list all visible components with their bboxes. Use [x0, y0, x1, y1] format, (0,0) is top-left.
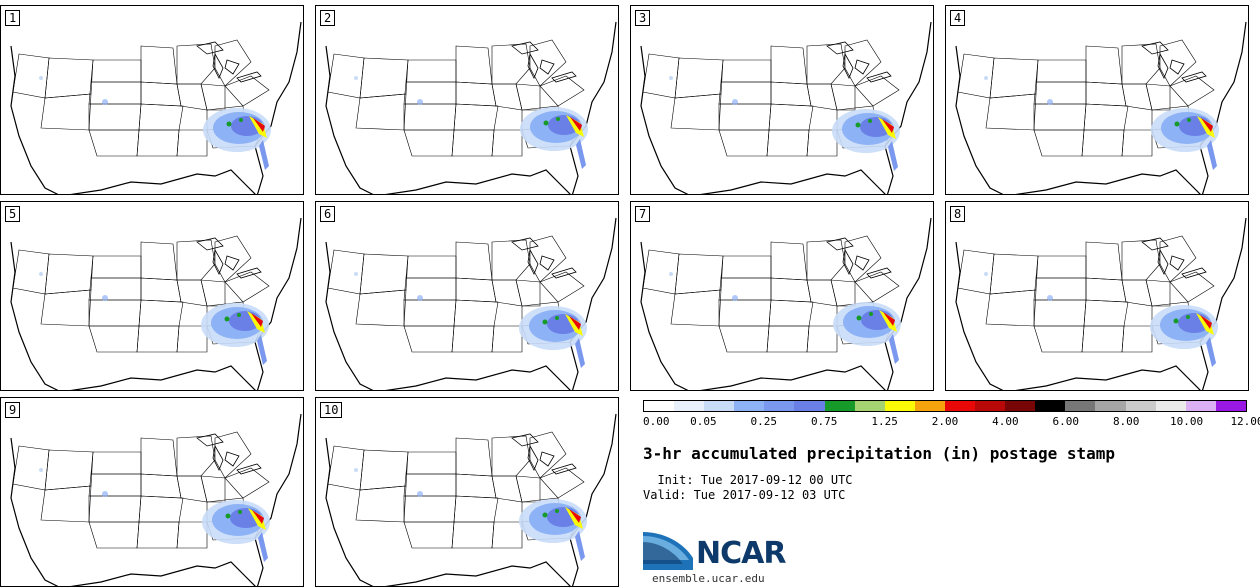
- colorbar-swatch: [1215, 401, 1246, 411]
- colorbar-tick-label: 1.25: [871, 415, 898, 428]
- colorbar-tick-label: 2.00: [931, 415, 959, 428]
- colorbar-swatch: [1155, 401, 1186, 411]
- precip-field: [984, 76, 1219, 170]
- precip-field: [354, 76, 588, 169]
- colorbar-swatch: [1035, 401, 1066, 411]
- colorbar-swatch: [674, 401, 705, 411]
- panel-number-label: 4: [950, 10, 966, 26]
- colorbar-tick-label: 0.05: [690, 415, 717, 428]
- precip-field: [354, 468, 587, 561]
- colorbar-tick-label: 10.00: [1170, 415, 1204, 428]
- panel-number-label: 10: [320, 402, 343, 418]
- precip-field: [669, 76, 900, 171]
- precip-field: [354, 272, 587, 368]
- panel-number-label: 5: [5, 206, 21, 222]
- colorbar-swatch: [794, 401, 825, 411]
- colorbar-tick-label: 4.00: [992, 415, 1019, 428]
- us-precip-map: [325, 217, 617, 390]
- colorbar-tick-label: 0.25: [750, 415, 778, 428]
- precip-field: [39, 76, 271, 170]
- panel-number-label: 7: [635, 206, 651, 222]
- panel-number-label: 1: [5, 10, 21, 26]
- init-time: Init: Tue 2017-09-12 00 UTC: [643, 473, 853, 487]
- precip-field: [39, 272, 269, 365]
- colorbar-tick-label: 12.00: [1230, 415, 1260, 428]
- colorbar-tick-label: 6.00: [1052, 415, 1080, 428]
- ensemble-member-panel: 2: [315, 5, 619, 195]
- ncar-logo-icon: [643, 532, 693, 570]
- ensemble-member-panel: 5: [0, 201, 304, 391]
- panel-number-label: 2: [320, 10, 336, 26]
- ensemble-member-panel: 6: [315, 201, 619, 391]
- colorbar-swatch: [854, 401, 885, 411]
- colorbar-tick-label: 0.00: [643, 415, 670, 428]
- us-precip-map: [325, 21, 617, 194]
- colorbar-tick-label: 8.00: [1112, 415, 1140, 428]
- ensemble-member-panel: 1: [0, 5, 304, 195]
- logo-url: ensemble.ucar.edu: [652, 572, 765, 585]
- ensemble-member-panel: 10: [315, 397, 619, 587]
- panel-number-label: 9: [5, 402, 21, 418]
- ensemble-member-panel: 7: [630, 201, 934, 391]
- colorbar-tick-labels: 0.00 0.05 0.25 0.75 1.25 2.00 4.00 6.00 8.00 10.0…: [643, 415, 1260, 429]
- colorbar-swatch: [975, 401, 1006, 411]
- precip-field: [984, 272, 1218, 367]
- us-precip-map: [955, 217, 1247, 390]
- precip-field: [669, 272, 901, 364]
- us-precip-map: [640, 21, 932, 194]
- panel-number-label: 3: [635, 10, 651, 26]
- precip-field: [39, 468, 270, 562]
- colorbar-swatch: [914, 401, 945, 411]
- panel-number-label: 8: [950, 206, 966, 222]
- colorbar-swatch: [1185, 401, 1216, 411]
- colorbar-swatch: [824, 401, 855, 411]
- colorbar-swatch: [704, 401, 735, 411]
- colorbar-swatch: [644, 401, 675, 411]
- figure-title: 3-hr accumulated precipitation (in) post…: [643, 444, 1116, 463]
- ensemble-member-panel: 3: [630, 5, 934, 195]
- colorbar-swatch: [1095, 401, 1126, 411]
- colorbar-tick-label: 0.75: [810, 415, 838, 428]
- ncar-logo-text: NCAR: [696, 536, 786, 571]
- colorbar-swatch: [1125, 401, 1156, 411]
- us-precip-map: [10, 21, 302, 194]
- us-precip-map: [10, 413, 302, 586]
- colorbar-swatch: [884, 401, 915, 411]
- colorbar-swatch: [734, 401, 765, 411]
- valid-time: Valid: Tue 2017-09-12 03 UTC: [643, 488, 846, 502]
- colorbar-swatch: [1005, 401, 1036, 411]
- ensemble-member-panel: 9: [0, 397, 304, 587]
- us-precip-map: [325, 413, 617, 586]
- precip-colorbar: [643, 400, 1247, 412]
- ensemble-member-panel: 8: [945, 201, 1249, 391]
- ensemble-member-panel: 4: [945, 5, 1249, 195]
- colorbar-swatch: [944, 401, 976, 411]
- colorbar-swatch: [1065, 401, 1096, 411]
- colorbar-swatch: [764, 401, 795, 411]
- panel-number-label: 6: [320, 206, 336, 222]
- us-precip-map: [955, 21, 1247, 194]
- us-precip-map: [10, 217, 302, 390]
- us-precip-map: [640, 217, 932, 390]
